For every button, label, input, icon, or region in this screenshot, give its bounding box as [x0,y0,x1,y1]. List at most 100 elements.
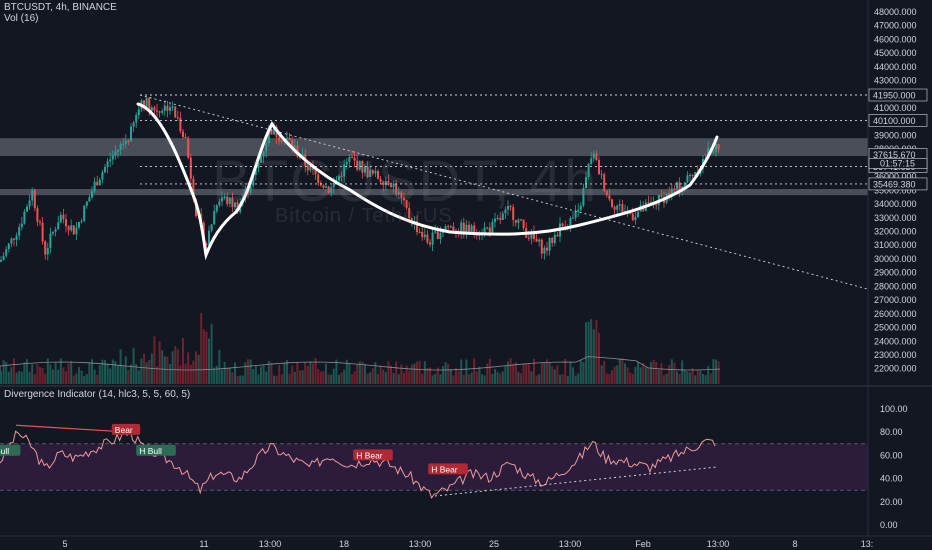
volume-bar [559,374,561,384]
candle-body [621,204,624,213]
volume-bar [413,363,416,384]
candle-body [137,109,140,116]
candle-body [577,209,580,212]
candle-body [455,230,457,232]
price-tick-label: 47000.000 [874,21,917,31]
volume-bar [605,373,608,384]
candle-body [429,242,431,245]
candle-body [533,232,535,239]
candle-body [527,237,530,239]
candle-body [288,137,291,141]
volume-bar [475,371,478,384]
candle-body [616,205,619,210]
volume-bar [247,359,249,384]
candle-body [535,238,538,242]
candle-body [88,197,91,202]
candle-body [491,221,494,234]
divergence-label: H Bear [356,450,383,460]
price-tick-label: 41000.000 [874,103,917,113]
price-label-last_price: 37615.670 [873,150,916,160]
volume-bar [28,371,31,384]
volume-bar [44,373,47,384]
symbol-legend[interactable]: BTCUSDT, 4h, BINANCE [4,2,117,13]
sr-zone [0,138,868,157]
volume-bar [639,367,642,384]
candle-body [119,144,122,150]
volume-bar [663,375,665,384]
watermark-symbol: BTCUSDT, 4h [212,149,599,214]
candle-body [387,180,390,186]
volume-bar [301,370,304,384]
candle-body [605,190,608,196]
volume-bar [668,364,671,384]
candle-body [361,161,364,173]
countdown-label: 01:57:15 [880,158,915,168]
candle-body [338,175,340,181]
volume-bar [221,369,223,384]
candle-body [122,143,125,145]
time-tick-label: 13:00 [409,539,432,549]
volume-bar [20,371,23,384]
trend-drawings[interactable] [136,94,869,290]
candle-body [75,227,78,235]
volume-bar [670,359,673,384]
candle-body [254,167,257,176]
volume-bar [213,367,216,384]
volume-bar [104,359,106,384]
volume-bar [111,359,114,384]
volume-bar [291,365,294,384]
candle-body [608,195,611,200]
volume-bar [673,362,676,384]
volume-bar [322,371,325,384]
candle-body [603,174,606,191]
candle-body [683,182,686,187]
volume-bar [533,358,535,384]
volume-bar [543,362,546,384]
volume-bar [161,350,164,384]
candle-body [166,105,169,111]
candle-body [520,219,522,221]
candle-body [143,100,145,107]
volume-bar [314,358,317,384]
candle-body [13,238,15,240]
volume-bar [234,362,236,384]
volume-legend[interactable]: Vol (16) [4,13,39,24]
candle-body [231,197,234,208]
volume-bar [70,361,73,384]
candle-body [574,211,577,218]
candle-body [439,233,442,239]
volume-bar [288,373,291,384]
volume-bar [626,367,629,384]
candle-body [210,224,213,231]
volume-bar [494,369,496,384]
volume-bar [296,361,299,384]
price-tick-label: 46000.000 [874,34,917,44]
candle-body [262,151,265,157]
volume-bar [117,366,119,384]
candle-body [278,137,281,141]
candle-body [473,225,476,232]
volume-bar [270,362,273,384]
volume-bar [423,361,426,384]
volume-bar [621,358,624,384]
candle-body [132,122,135,127]
candle-body [104,167,106,173]
volume-bar [579,360,582,384]
candle-body [509,206,512,208]
candle-body [517,219,520,223]
candle-body [114,151,117,156]
candle-body [426,234,429,243]
indicator-legend[interactable]: Divergence Indicator (14, hlc3, 5, 5, 60… [4,389,191,400]
volume-bar [642,363,645,384]
volume-bar [382,369,385,384]
volume-bar [340,372,343,384]
candle-body [538,239,541,242]
volume-bar [223,361,226,384]
indicator-tick-label: 100.00 [880,404,908,414]
time-tick-label: Feb [635,539,651,549]
candle-body [382,181,385,185]
volume-bar [80,370,83,384]
volume-bar [384,372,387,384]
volume-bar [429,367,431,384]
